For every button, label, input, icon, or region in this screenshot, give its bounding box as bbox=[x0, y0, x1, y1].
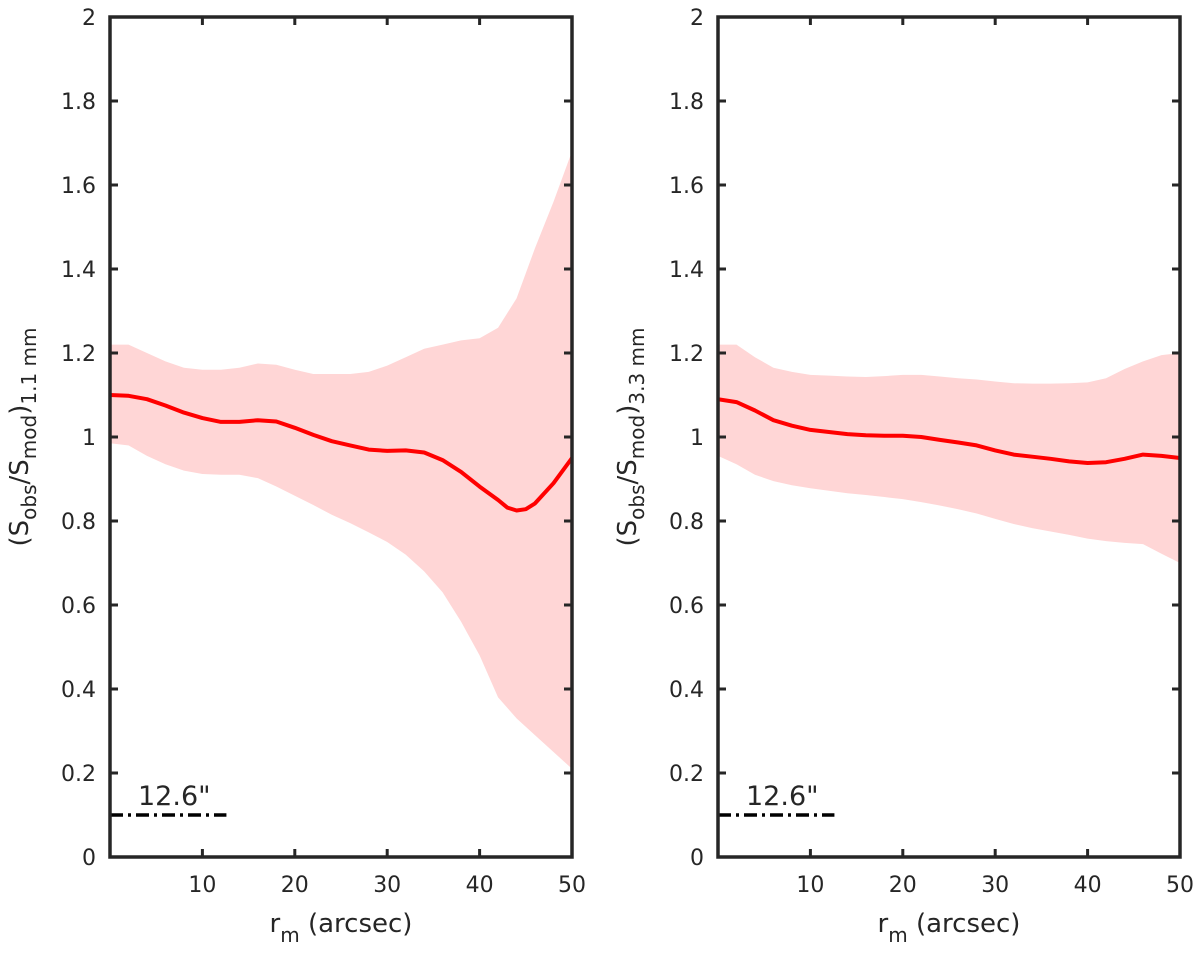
x-tick-label: 20 bbox=[281, 873, 309, 898]
y-tick-label: 0.6 bbox=[61, 594, 96, 619]
y-tick-label: 0.4 bbox=[669, 678, 704, 703]
y-tick-label: 1.8 bbox=[61, 90, 96, 115]
y-axis-title: (Sobs/Smod)3.3 mm bbox=[613, 328, 649, 547]
series-line-ratio bbox=[110, 393, 572, 513]
x-axis-title-main: r bbox=[270, 909, 281, 939]
y-tick-label: 1.8 bbox=[669, 90, 704, 115]
y-tick-label: 1.4 bbox=[669, 258, 704, 283]
x-tick-label: 30 bbox=[981, 873, 1009, 898]
y-axis-title-close: ) bbox=[5, 405, 35, 415]
y-tick-label: 1.6 bbox=[669, 174, 704, 199]
y-tick-label: 0 bbox=[82, 846, 96, 871]
y-tick-label: 1.2 bbox=[669, 342, 704, 367]
scale-bar-label: 12.6" bbox=[138, 781, 211, 812]
y-tick-label: 1.6 bbox=[61, 174, 96, 199]
y-tick-label: 0.6 bbox=[669, 594, 704, 619]
x-axis-title-rest: (arcsec) bbox=[300, 909, 413, 939]
x-axis-title: rm (arcsec) bbox=[270, 909, 413, 947]
scale-bar-label: 12.6" bbox=[746, 781, 819, 812]
x-axis-title-subscript: m bbox=[280, 923, 299, 947]
y-axis-title-sub1: obs bbox=[17, 484, 41, 519]
x-tick-label: 30 bbox=[373, 873, 401, 898]
x-tick-label: 50 bbox=[1166, 873, 1194, 898]
x-tick-label: 10 bbox=[796, 873, 824, 898]
y-tick-label: 2 bbox=[82, 6, 96, 31]
panel-left: 12.6" 0 0.2 0.4 0.6 0.8 1 1.2 1.4 1.6 1.8 2 10 20 30 40… bbox=[5, 6, 586, 947]
uncertainty-band bbox=[110, 151, 572, 769]
y-tick-label: 0.2 bbox=[61, 762, 96, 787]
y-axis-title-sub1: obs bbox=[625, 484, 649, 519]
x-axis-title: rm (arcsec) bbox=[878, 909, 1021, 947]
y-axis-title-sub2: mod bbox=[17, 415, 41, 459]
y-tick-label: 1 bbox=[82, 426, 96, 451]
x-axis-title-subscript: m bbox=[888, 923, 907, 947]
y-tick-label: 0.8 bbox=[61, 510, 96, 535]
x-axis-title-main: r bbox=[878, 909, 889, 939]
y-axis-title: (Sobs/Smod)1.1 mm bbox=[5, 328, 41, 547]
y-axis-title-slash: /S bbox=[613, 459, 643, 484]
y-axis-title-open: (S bbox=[5, 520, 35, 547]
x-tick-label: 40 bbox=[466, 873, 494, 898]
y-tick-label: 0.8 bbox=[669, 510, 704, 535]
y-tick-label: 0 bbox=[690, 846, 704, 871]
plot-area bbox=[718, 344, 1180, 563]
x-axis-title-rest: (arcsec) bbox=[908, 909, 1021, 939]
y-tick-label: 1.4 bbox=[61, 258, 96, 283]
x-tick-label: 10 bbox=[188, 873, 216, 898]
x-tick-label: 40 bbox=[1074, 873, 1102, 898]
y-tick-label: 0.2 bbox=[669, 762, 704, 787]
series-line-ratio bbox=[718, 397, 1180, 465]
x-tick-label: 20 bbox=[889, 873, 917, 898]
panel-right: 12.6" 0 0.2 0.4 0.6 0.8 1 1.2 1.4 1.6 1.8 2 10 20 30 40… bbox=[613, 6, 1194, 947]
x-tick-label: 50 bbox=[558, 873, 586, 898]
uncertainty-band bbox=[718, 344, 1180, 563]
y-axis-title-sub3: 1.1 mm bbox=[17, 328, 41, 405]
y-tick-label: 1.2 bbox=[61, 342, 96, 367]
plot-area bbox=[110, 151, 572, 769]
y-tick-label: 2 bbox=[690, 6, 704, 31]
y-tick-label: 1 bbox=[690, 426, 704, 451]
y-axis-title-slash: /S bbox=[5, 459, 35, 484]
y-axis-title-open: (S bbox=[613, 520, 643, 547]
y-axis-title-sub3: 3.3 mm bbox=[625, 328, 649, 405]
y-axis-title-close: ) bbox=[613, 405, 643, 415]
y-tick-label: 0.4 bbox=[61, 678, 96, 703]
y-axis-title-sub2: mod bbox=[625, 415, 649, 459]
